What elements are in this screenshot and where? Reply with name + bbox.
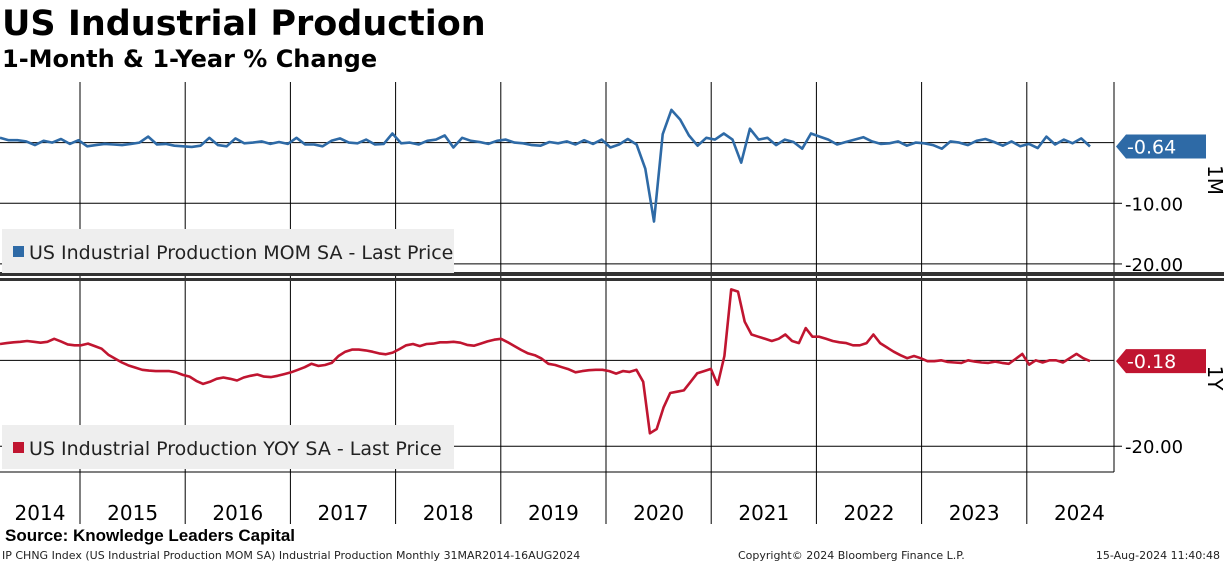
x-tick-label: 2021 <box>738 501 789 525</box>
yoy-legend-swatch <box>13 442 24 453</box>
x-tick-label: 2019 <box>528 501 579 525</box>
grid-lines <box>0 82 1114 472</box>
mom-series-line <box>0 108 1091 223</box>
y-tick-label: -10.00 <box>1125 194 1183 215</box>
x-tick-label: 2017 <box>318 501 369 525</box>
plot-lines <box>0 108 1091 435</box>
x-tick-label: 2014 <box>15 501 66 525</box>
yoy-legend-label: US Industrial Production YOY SA - Last P… <box>29 438 442 460</box>
mom-legend-box <box>2 229 454 273</box>
panel-separator-2 <box>0 278 1224 281</box>
footer-copyright: Copyright© 2024 Bloomberg Finance L.P. <box>738 549 965 562</box>
x-tick-label: 2020 <box>633 501 684 525</box>
footer-index-info: IP CHNG Index (US Industrial Production … <box>2 549 581 562</box>
yoy-legend-box <box>2 425 454 469</box>
x-tick-label: 2022 <box>844 501 895 525</box>
x-tick-label: 2023 <box>949 501 1000 525</box>
y-tick-label: -20.00 <box>1125 437 1183 458</box>
mom-legend-swatch <box>13 246 24 257</box>
x-tick-label: 2015 <box>107 501 158 525</box>
axes <box>0 82 1224 524</box>
panel-separator <box>0 272 1224 276</box>
footer-timestamp: 15-Aug-2024 11:40:48 <box>1095 549 1220 562</box>
mom-last-value-tag <box>1116 134 1206 159</box>
source-note: Source: Knowledge Leaders Capital <box>5 526 296 545</box>
y-tick-label: -20.00 <box>1125 255 1183 276</box>
yoy-last-value-tag <box>1116 349 1206 374</box>
chart-title: US Industrial Production <box>2 4 486 44</box>
x-tick-label: 2016 <box>212 501 263 525</box>
x-tick-label: 2018 <box>423 501 474 525</box>
mom-last-value-label: -0.64 <box>1127 137 1176 159</box>
x-tick-label: 2024 <box>1054 501 1105 525</box>
mom-panel-label: 1M <box>1203 165 1224 195</box>
mom-legend-label: US Industrial Production MOM SA - Last P… <box>29 242 453 264</box>
yoy-series-line <box>0 288 1091 435</box>
yoy-last-value-label: -0.18 <box>1127 351 1176 373</box>
axis-labels: -10.00 -20.00 -0.64 1M US Industrial Product… <box>2 137 1224 525</box>
yoy-panel-label: 1Y <box>1203 366 1224 392</box>
chart-subtitle: 1-Month & 1-Year % Change <box>2 45 378 73</box>
